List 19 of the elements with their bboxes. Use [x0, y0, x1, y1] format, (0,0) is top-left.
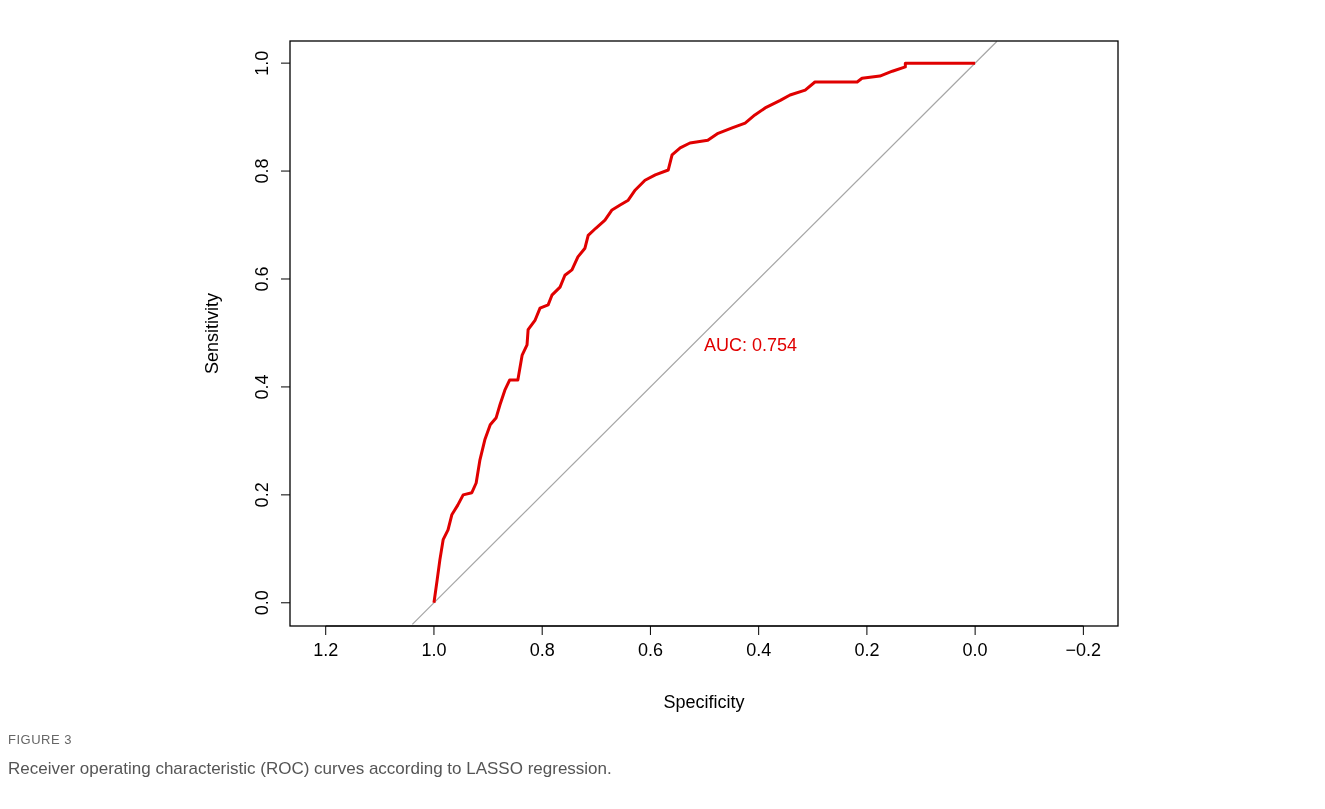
y-tick-label: 0.0: [252, 590, 272, 616]
y-tick-label: 0.4: [252, 374, 272, 400]
y-tick-label: 0.2: [252, 482, 272, 508]
annotation: AUC: 0.754: [704, 335, 798, 356]
x-tick-label: 0.6: [637, 640, 663, 660]
x-tick-label: 0.2: [854, 640, 880, 660]
x-tick-label: −0.2: [1065, 640, 1102, 660]
x-tick-label: 1.0: [421, 640, 447, 660]
x-tick-label: 0.4: [746, 640, 772, 660]
x-tick-label: 0.0: [962, 640, 988, 660]
y-tick-label: 0.6: [252, 266, 272, 292]
x-tick-label: 0.8: [529, 640, 555, 660]
x-axis-title: Specificity: [663, 692, 745, 712]
x-tick-label: 1.2: [313, 640, 339, 660]
y-axis-title: Sensitivity: [202, 292, 222, 375]
text: Receiver operating characteristic (ROC) curves according to LASSO regression.: [8, 759, 612, 778]
y-tick-label: 1.0: [252, 50, 272, 76]
caption: FIGURE 3: [8, 732, 72, 747]
y-tick-label: 0.8: [252, 158, 272, 184]
